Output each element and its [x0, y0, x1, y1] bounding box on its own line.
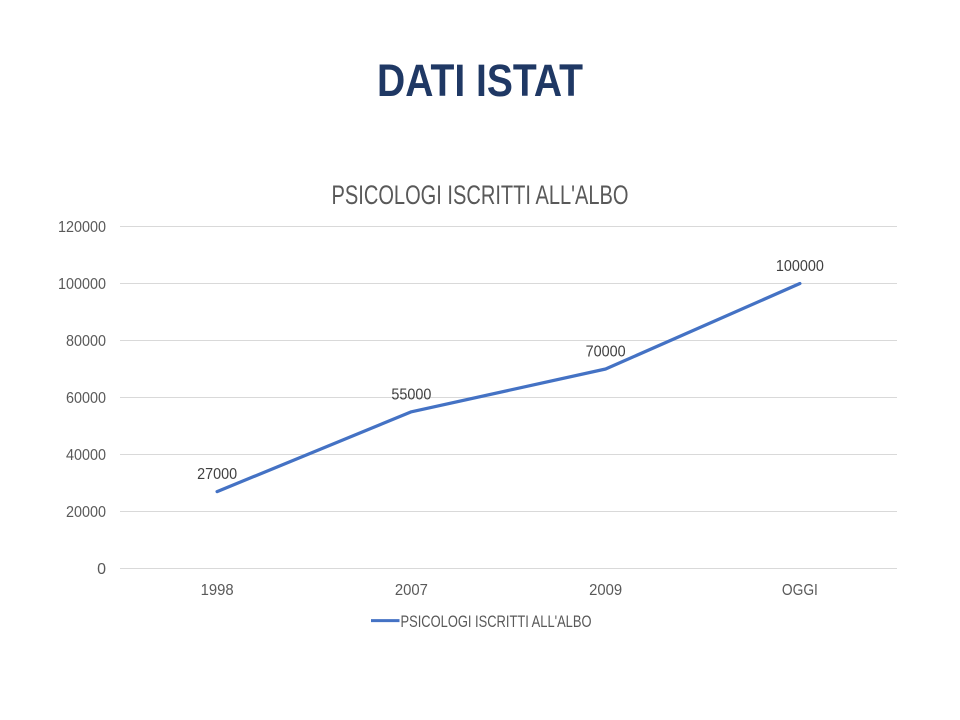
svg-text:PSICOLOGI ISCRITTI ALL'ALBO: PSICOLOGI ISCRITTI ALL'ALBO: [401, 612, 592, 631]
svg-text:70000: 70000: [586, 344, 626, 361]
svg-text:PSICOLOGI ISCRITTI ALL'ALBO: PSICOLOGI ISCRITTI ALL'ALBO: [332, 180, 629, 210]
svg-text:27000: 27000: [197, 466, 237, 483]
svg-text:55000: 55000: [391, 386, 431, 403]
svg-text:2007: 2007: [395, 582, 428, 599]
svg-text:120000: 120000: [58, 219, 106, 236]
svg-text:60000: 60000: [66, 390, 106, 407]
svg-text:OGGI: OGGI: [782, 582, 818, 599]
svg-text:100000: 100000: [776, 258, 824, 275]
svg-text:2009: 2009: [589, 582, 622, 599]
svg-text:80000: 80000: [66, 333, 106, 350]
svg-text:100000: 100000: [58, 276, 106, 293]
svg-text:40000: 40000: [66, 447, 106, 464]
svg-text:1998: 1998: [201, 582, 234, 599]
svg-text:0: 0: [97, 561, 106, 578]
svg-text:20000: 20000: [66, 504, 106, 521]
svg-text:DATI ISTAT: DATI ISTAT: [377, 55, 583, 106]
